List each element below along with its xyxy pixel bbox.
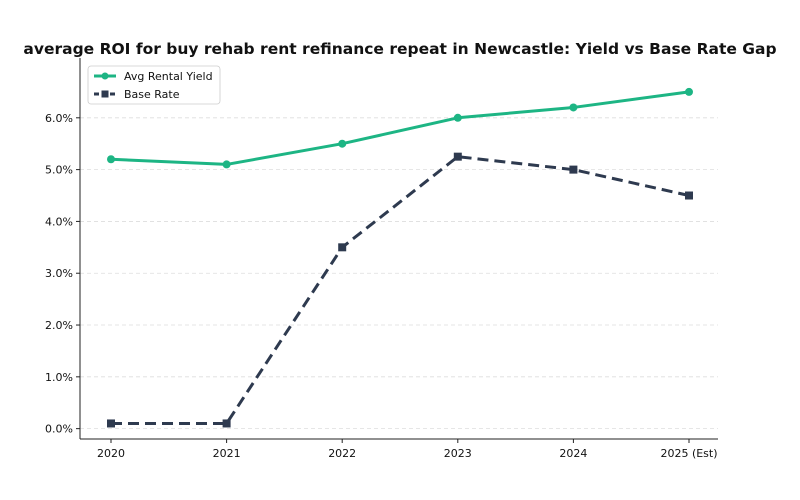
grid-lines [80,117,718,430]
y-axis-ticks: 0.0% 1.0% 2.0% 3.0% 4.0% 5.0% 6.0% [45,112,80,436]
x-tick-label: 2022 [328,447,356,460]
axes [79,58,718,440]
series-line-base-rate [111,155,690,425]
data-point-base-rate [222,419,231,428]
x-tick-label: 2024 [559,447,587,460]
data-point-base-rate [107,419,115,428]
legend-box [87,65,221,105]
legend: Avg Rental Yield Base Rate [87,65,221,105]
legend-marker-avg-rental-yield [101,72,109,80]
y-tick-label: 4.0% [45,215,73,228]
y-tick-label: 6.0% [45,112,73,125]
data-point-base-rate [453,152,462,161]
data-point-avg-rental-yield [107,155,115,164]
data-point-avg-rental-yield [685,87,693,96]
x-tick-label: 2023 [444,447,472,460]
data-point-base-rate [569,165,578,174]
x-tick-label: 2021 [213,447,241,460]
data-point-avg-rental-yield [453,113,462,122]
data-point-base-rate [685,191,693,200]
legend-label-avg-rental-yield: Avg Rental Yield [124,70,213,83]
y-tick-label: 3.0% [45,267,73,280]
legend-marker-base-rate [101,90,109,98]
x-tick-label: 2020 [97,447,125,460]
series-line-avg-rental-yield [109,90,691,166]
y-tick-label: 1.0% [45,371,73,384]
chart-title: average ROI for buy rehab rent refinance… [23,40,776,58]
data-point-base-rate [338,243,347,252]
x-tick-label: 2025 (Est) [660,447,717,460]
y-tick-label: 0.0% [45,423,73,436]
y-tick-label: 5.0% [45,164,73,177]
data-point-avg-rental-yield [569,103,578,112]
x-axis-ticks: 2020 2021 2022 2023 2024 2025 (Est) [97,439,718,460]
y-tick-label: 2.0% [45,319,73,332]
legend-label-base-rate: Base Rate [124,88,180,101]
data-point-avg-rental-yield [222,160,231,169]
series-layer [107,87,693,428]
data-point-avg-rental-yield [338,139,347,148]
